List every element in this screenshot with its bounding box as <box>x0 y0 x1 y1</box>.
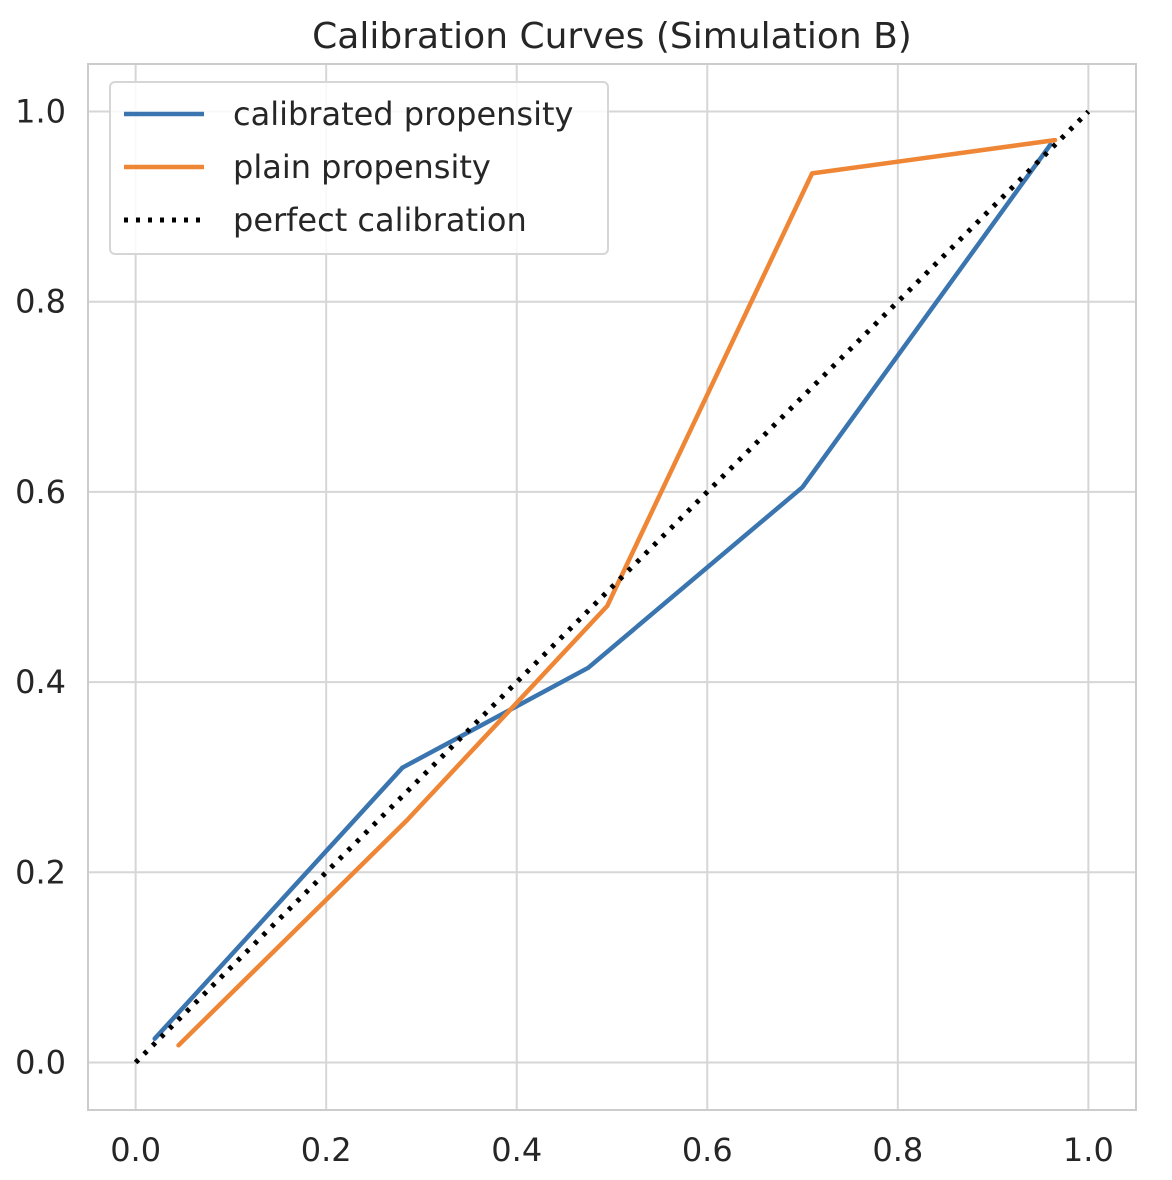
legend-box <box>109 81 609 255</box>
y-tick-label: 0.4 <box>15 663 66 701</box>
x-tick-label: 0.0 <box>110 1131 161 1169</box>
axes-frame <box>87 63 1137 1111</box>
legend-label: calibrated propensity <box>233 95 573 133</box>
series-layer <box>133 109 1091 1065</box>
y-tick-label: 0.2 <box>15 853 66 891</box>
chart-title: Calibration Curves (Simulation B) <box>312 16 912 57</box>
x-tick-label: 0.2 <box>301 1131 352 1169</box>
y-tick-label: 0.8 <box>15 283 66 321</box>
series-line-perfect-calibration <box>133 109 1091 1065</box>
series-line-plain-propensity <box>176 137 1058 1048</box>
x-tick-label: 0.8 <box>872 1131 923 1169</box>
series-line-calibrated-propensity <box>152 142 1053 1041</box>
x-tick-label: 0.4 <box>491 1131 542 1169</box>
x-tick-label: 1.0 <box>1063 1131 1114 1169</box>
legend-label: perfect calibration <box>233 201 527 239</box>
x-tick-label: 0.6 <box>682 1131 733 1169</box>
y-tick-label: 0.6 <box>15 473 66 511</box>
y-tick-label: 1.0 <box>15 93 66 131</box>
legend-label: plain propensity <box>233 148 491 186</box>
legend: calibrated propensity plain propensity per… <box>109 81 609 255</box>
x-axis-ticks: 0.0 0.2 0.4 0.6 0.8 1.0 <box>110 1131 1114 1169</box>
y-tick-label: 0.0 <box>15 1043 66 1081</box>
y-axis-ticks: 0.0 0.2 0.4 0.6 0.8 1.0 <box>15 93 66 1082</box>
